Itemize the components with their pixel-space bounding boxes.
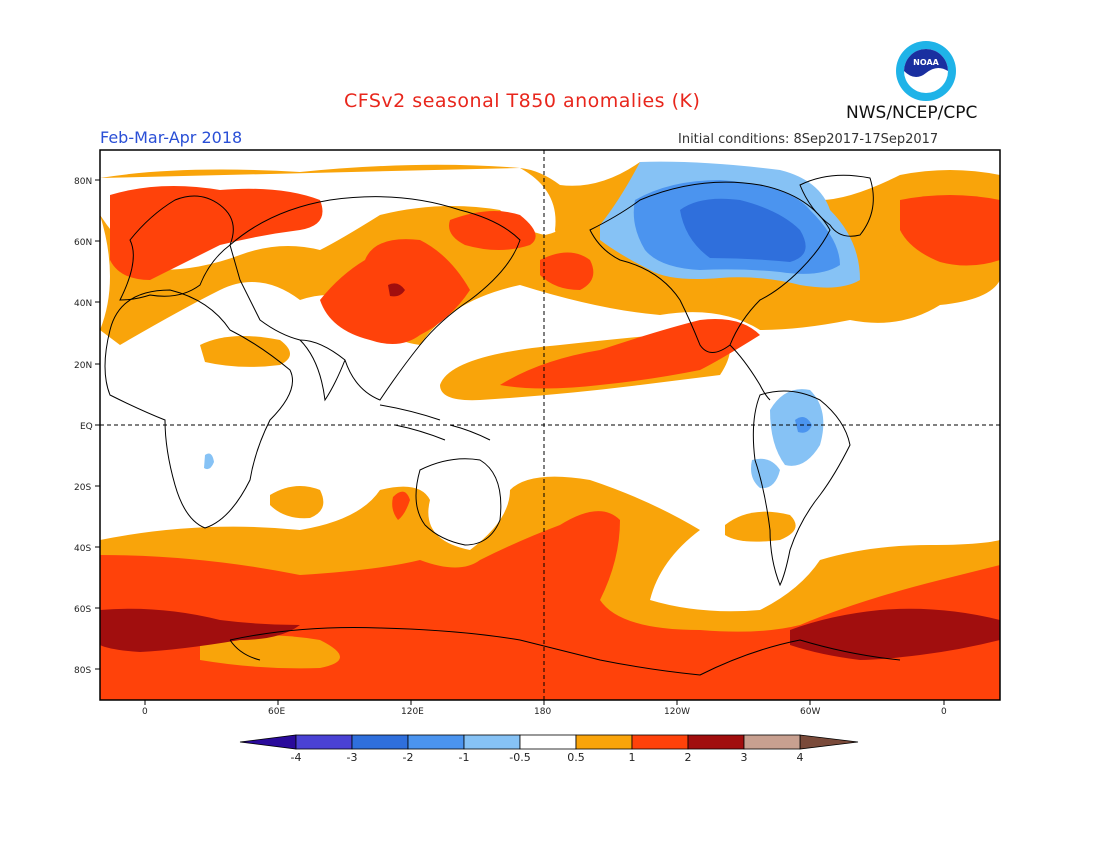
band-antarctic-2a (100, 608, 300, 652)
coast-south-america (752, 390, 851, 587)
lon-label: 0 (941, 707, 947, 717)
coast-asia (229, 196, 521, 401)
lat-label: 80S (74, 666, 91, 676)
band-natl-1 (900, 195, 1000, 266)
lat-label: 40S (74, 544, 91, 554)
band-gulf-1 (540, 252, 594, 290)
coastlines (104, 174, 901, 676)
colorbar-swatch (631, 734, 689, 750)
coast-europe (119, 195, 234, 301)
colorbar-swatch (575, 734, 633, 750)
lon-labels: 0 60E 120E 180 120W 60W 0 (142, 707, 947, 717)
lon-ticks (144, 700, 945, 705)
colorbar-swatch (519, 734, 577, 750)
colorbar-swatch (463, 734, 521, 750)
lon-label: 60W (800, 707, 820, 717)
colorbar-low-arrow (239, 734, 297, 750)
anomaly-positive-2 (100, 283, 1000, 660)
colorbar-swatch (743, 734, 801, 750)
band-south-hole (200, 635, 340, 669)
colorbar-label: -1 (459, 751, 470, 764)
colorbar-label: -0.5 (509, 751, 530, 764)
map-title: CFSv2 seasonal T850 anomalies (K) (344, 90, 701, 112)
band-madagascar-1 (392, 491, 410, 520)
noaa-logo-text: NOAA (913, 58, 939, 67)
band-europe-1 (110, 186, 323, 280)
lat-labels: 80N 60N 40N 20N EQ 20S 40S 60S 80S (74, 177, 93, 676)
colorbar: -4 -3 -2 -1 -0.5 0.5 1 2 3 4 (239, 734, 859, 764)
band-pac-1 (500, 319, 760, 389)
band-africa-m1 (204, 453, 214, 470)
colorbar-swatch (687, 734, 745, 750)
lon-label: 120W (664, 707, 690, 717)
band-na-m3 (680, 198, 806, 262)
band-sa-05 (725, 511, 796, 542)
coast-indonesia (379, 404, 491, 441)
agency-label: NWS/NCEP/CPC (846, 103, 978, 123)
lat-ticks (95, 179, 100, 670)
band-patagonia-m1 (751, 458, 780, 489)
lon-label: 60E (268, 707, 285, 717)
lon-label: 120E (401, 707, 424, 717)
lat-label: EQ (80, 422, 93, 432)
noaa-logo: NOAA (896, 41, 956, 101)
forecast-period: Feb-Mar-Apr 2018 (100, 128, 243, 147)
lon-label: 180 (534, 707, 551, 717)
lon-label: 0 (142, 707, 148, 717)
colorbar-label: 1 (629, 751, 636, 764)
lat-label: 20S (74, 483, 91, 493)
band-antarctic-2b (790, 608, 1000, 660)
band-nepac-1 (449, 211, 536, 250)
colorbar-label: 3 (741, 751, 748, 764)
coast-antarctica (229, 627, 901, 676)
initial-conditions: Initial conditions: 8Sep2017-17Sep2017 (678, 132, 939, 147)
band-brazil-m1 (770, 389, 824, 466)
map-frame-group (99, 149, 1001, 701)
band-siberia-2 (388, 283, 405, 297)
coast-greenland (799, 174, 874, 237)
band-indian-05 (270, 486, 324, 519)
band-africa-05 (200, 336, 290, 367)
lat-label: 20N (74, 361, 92, 371)
anomaly-negative (204, 161, 860, 489)
colorbar-swatch (351, 734, 409, 750)
coast-central-america (729, 344, 771, 401)
coast-africa (104, 289, 293, 529)
colorbar-swatch (407, 734, 465, 750)
colorbar-label: -4 (291, 751, 302, 764)
colorbar-swatch (295, 734, 353, 750)
lat-label: 80N (74, 177, 92, 187)
coast-india (299, 339, 346, 402)
colorbar-label: 2 (685, 751, 692, 764)
colorbar-label: 0.5 (567, 751, 585, 764)
colorbar-label: 4 (797, 751, 804, 764)
lat-label: 60N (74, 238, 92, 248)
coast-australia (415, 458, 502, 546)
colorbar-high-arrow (799, 734, 859, 750)
lat-label: 40N (74, 299, 92, 309)
colorbar-label: -3 (347, 751, 358, 764)
lat-label: 60S (74, 605, 91, 615)
colorbar-label: -2 (403, 751, 414, 764)
coast-north-america (589, 181, 831, 353)
